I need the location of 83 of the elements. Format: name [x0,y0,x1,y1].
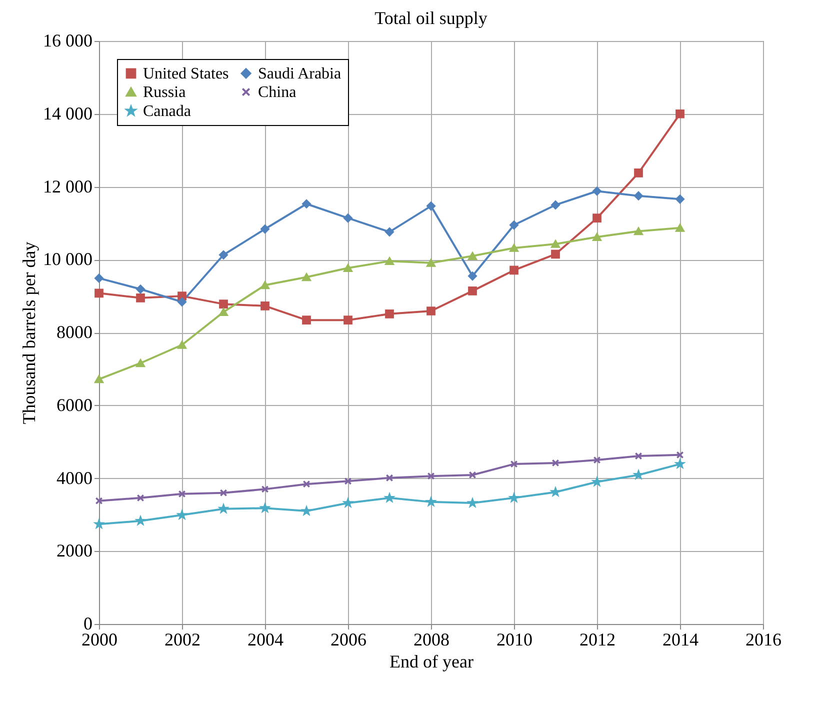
point [426,258,436,267]
point [94,375,104,384]
y-tick-label: 8000 [56,322,92,342]
point [634,191,643,200]
point [592,214,602,223]
point [95,497,103,505]
point [94,274,104,283]
legend-label: United States [143,65,229,82]
point [302,199,311,208]
point [260,281,270,290]
point [302,316,311,325]
point [386,474,394,482]
point [261,485,269,493]
point [136,284,145,294]
point [94,288,104,298]
chart-title: Total oil supply [374,8,488,28]
legend-label: Canada [143,103,191,120]
point [302,273,311,282]
point [426,306,436,316]
point [468,471,476,479]
point [344,214,352,223]
point [427,472,435,480]
point [178,340,186,349]
point [676,224,684,232]
y-tick-label: 12 000 [43,176,92,196]
legend-label: China [258,84,296,101]
x-tick-label: 2010 [496,630,532,650]
point [468,272,477,280]
point [510,266,518,275]
point [510,244,518,252]
point [551,200,560,210]
point [592,186,602,196]
point [220,489,228,497]
point [510,220,518,230]
point [510,460,518,468]
y-tick-label: 4000 [56,468,92,488]
point [344,477,352,485]
point [593,456,601,464]
point [136,293,145,302]
point [178,490,186,498]
x-tick-label: 2008 [414,630,450,650]
point [468,286,477,296]
y-tick-label: 6000 [56,394,92,415]
point [551,250,560,259]
point [468,252,477,260]
legend-label: Russia [143,84,186,101]
point [260,301,270,310]
point [634,168,643,178]
x-tick-label: 2012 [580,630,616,650]
x-tick-label: 2002 [164,630,200,650]
point [219,300,228,309]
point [302,480,310,488]
point [552,459,560,467]
point [219,250,228,260]
x-axis-title: End of year [390,652,474,672]
point [136,359,145,368]
point [634,452,642,460]
point [385,257,394,266]
point [219,308,228,316]
point [344,316,352,325]
point [136,494,144,502]
y-axis-title: Thousand barrels per day [19,242,39,424]
x-tick-label: 2004 [248,630,284,650]
point [676,109,684,118]
point [385,227,394,236]
point [178,297,186,306]
point [385,309,394,318]
point [260,224,270,234]
y-tick-label: 2000 [56,540,92,561]
point [551,240,560,248]
y-tick-label: 14 000 [43,103,92,124]
y-tick-label: 10 000 [43,249,92,270]
legend-label: Saudi Arabia [258,65,342,82]
point [676,451,684,459]
x-tick-label: 2016 [746,630,782,650]
x-tick-label: 2014 [662,630,698,650]
y-tick-label: 16 000 [43,30,92,50]
point [426,202,436,210]
point [676,194,684,204]
point [634,227,643,236]
x-tick-label: 2006 [330,630,366,650]
point [592,233,602,241]
point [344,264,352,272]
